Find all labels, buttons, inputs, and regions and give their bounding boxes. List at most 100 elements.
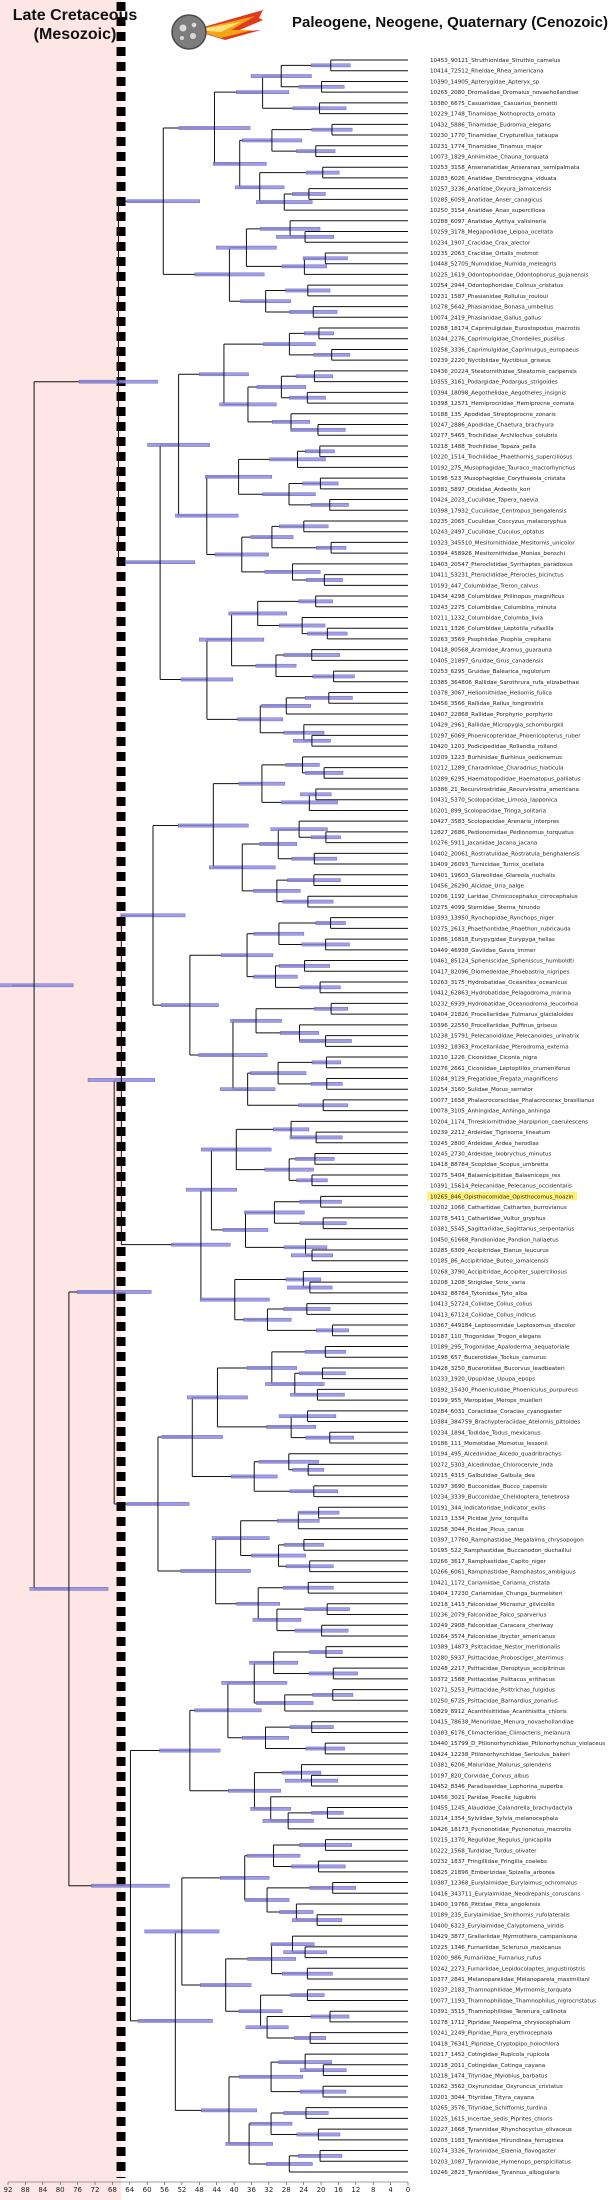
leaf-label: 10400_6323_Eurylaimidae_Calyptomena_viri… (430, 1923, 564, 1929)
leaf-label: 10412_62863_Hydrobatidae_Pelagodroma_mar… (430, 991, 571, 997)
leaf-label: 10404_17230_Cariamidae_Chunga_burmeister… (430, 1591, 563, 1597)
leaf-label: 10242_2273_Furnariidae_Lepidocolaptes_an… (430, 1966, 585, 1972)
leaf-label: 10247_2886_Apodidae_Chaetura_brachyura (430, 423, 554, 429)
leaf-label: 10192_275_Musophagidae_Tauraco_macrorhyn… (430, 465, 575, 471)
leaf-label: 10391_3515_Thamnophilidae_Terenura_calli… (430, 2009, 566, 2015)
leaf-label: 10250_3154_Anatidae_Anas_superciliosa (430, 208, 545, 214)
leaf-label: 10274_3326_Tyrannidae_Elaenia_flavogaste… (430, 2149, 557, 2155)
x-tick-label: 92 (4, 2186, 13, 2194)
leaf-label: 10285_6059_Anatidae_Anser_canagicus (430, 197, 542, 203)
leaf-label: 10381_6206_Maluridae_Malurus_splendens (430, 1763, 552, 1769)
leaf-label: 10413_52724_Coliidae_Colius_colius (430, 1302, 532, 1308)
leaf-label: 10222_1568_Turdidae_Turdus_olivater (430, 1848, 537, 1854)
x-tick-label: 12 (351, 2186, 360, 2194)
leaf-label: 10196_523_Musophagidae_Corythaeola_crist… (430, 476, 565, 482)
leaf-label: 10239_2212_Ardeidae_Tigrisoma_lineatum (430, 1130, 550, 1136)
leaf-label: 10191_344_Indicatoridae_Indicator_exilis (430, 1505, 545, 1511)
leaf-label: 10234_1907_Cracidae_Crax_alector (430, 240, 531, 246)
leaf-label: 10394_458926_Mesitornithidae_Monias_bens… (430, 551, 565, 557)
leaf-label: 10280_5937_Psittacidae_Probosciger_aterr… (430, 1655, 564, 1661)
leaf-label: 12827_2686_Pedionomidae_Pedionomus_torqu… (430, 830, 574, 836)
leaf-label: 10392_15430_Phoeniculidae_Phoeniculus_pu… (430, 1387, 578, 1393)
highlighted-taxon-background (427, 1191, 577, 1201)
leaf-label: 10231_1774_Tinamidae_Tinamus_major (430, 144, 543, 150)
leaf-label: 10381_5545_Sagittariidae_Sagittarius_ser… (430, 1227, 574, 1233)
leaf-label: 10400_19766_Pittidae_Pitta_angolensis (430, 1902, 541, 1908)
leaf-label: 10434_4298_Columbidae_Ptilinopus_magnifi… (430, 594, 564, 600)
leaf-label: 10253_6295_Gruidae_Balearica_regulorum (430, 669, 550, 675)
x-tick-label: 0 (406, 2186, 410, 2194)
leaf-label: 10461_85124_Spheniscidae_Spheniscus_humb… (430, 959, 574, 965)
leaf-label: 10211_1232_Columbidae_Columba_livia (430, 615, 543, 621)
x-tick-label: 76 (73, 2186, 82, 2194)
leaf-label: 10244_2276_Caprimulgidae_Chordeiles_pusi… (430, 337, 565, 343)
leaf-label: 10413_67124_Coliidae_Colius_indicus (430, 1312, 536, 1318)
leaf-label: 10452_8346_Paradisaeidae_Lophorina_super… (430, 1784, 563, 1790)
leaf-label: 10398_12571_Hemiprocnidae_Hemiprocne_com… (430, 401, 574, 407)
leaf-label: 10266_6061_Ramphastidae_Ramphastos_ambig… (430, 1570, 576, 1576)
leaf-label: 10432_88784_Tytonidae_Tyto_alba (430, 1291, 527, 1297)
leaf-label: 10263_3569_Psophiidae_Psophia_crepitans (430, 637, 551, 643)
leaf-label: 10237_2183_Thamnophilidae_Myrmornis_torq… (430, 1988, 572, 1994)
leaf-label: 10232_6939_Hydrobatidae_Oceanodroma_leuc… (430, 1001, 578, 1007)
leaf-label: 10073_1829_Anhimidae_Chauna_torquata (430, 154, 548, 160)
leaf-label: 10449_46938_Gaviidae_Gavia_immer (430, 948, 536, 954)
leaf-label: 10194_495_Alcedinidae_Alcedo_quadribrach… (430, 1452, 561, 1458)
leaf-label: 10265_3576_Tityridae_Schiffornis_turdina (430, 2106, 547, 2112)
x-tick-label: 64 (125, 2186, 134, 2194)
leaf-label: 10275_5404_Balaenicipitidae_Balaeniceps_… (430, 1173, 561, 1179)
x-tick-label: 60 (143, 2186, 152, 2194)
leaf-label: 10231_1587_Phasianidae_Rollulus_rouloul (430, 294, 548, 300)
leaf-label: 10208_1208_Strigidae_Strix_varia (430, 1280, 525, 1286)
leaf-label: 10829_8912_Acanthisittidae_Acanthisitta_… (430, 1709, 567, 1715)
mesozoic-title-line1: Late Cretaceous (12, 7, 138, 24)
leaf-label: 10272_5303_Alcedinidae_Chloroceryle_inda (430, 1462, 553, 1468)
leaf-label: 10417_82096_Diomedeidae_Phoebastria_nigr… (430, 969, 570, 975)
leaf-label: 10448_52705_Numididae_Numida_meleagris (430, 262, 556, 268)
x-tick-label: 36 (247, 2186, 256, 2194)
leaf-label: 10391_15614_Pelecanidae_Pelecanus_occide… (430, 1184, 572, 1190)
leaf-label: 10424_2023_Cuculidae_Tapera_naevia (430, 498, 538, 504)
leaf-label: 10212_1289_Charadriidae_Charadrius_hiati… (430, 766, 564, 772)
x-tick-label: 80 (56, 2186, 65, 2194)
leaf-label: 10245_2800_Ardeidae_Ardea_herodias (430, 1141, 539, 1147)
leaf-label: 10275_2613_Phaethontidae_Phaethon_rubric… (430, 926, 571, 932)
leaf-label: 10440_15799_D_Ptilonorhynchidae_Ptilonor… (430, 1741, 605, 1747)
leaf-label: 10418_76341_Pipridae_Cryptopipo_holochlo… (430, 2041, 559, 2047)
x-tick-label: 48 (195, 2186, 204, 2194)
leaf-label: 10456_3566_Rallidae_Rallus_longirostris (430, 701, 543, 707)
leaf-label: 10225_1346_Furnariidae_Sclerurus_mexican… (430, 1945, 561, 1951)
leaf-label: 10264_3574_Falconidae_Ibycter_americanus (430, 1634, 555, 1640)
leaf-label: 10378_3067_Heliornithidae_Heliornis_fuli… (430, 691, 552, 697)
leaf-label: 10284_9129_Fregatidae_Fregata_magnificen… (430, 1076, 558, 1082)
leaf-label: 10077_1658_Phalacrocoracidae_Phalacrocor… (430, 1098, 594, 1104)
leaf-label: 10297_6069_Phoenicopteridae_Phoenicopter… (430, 733, 581, 739)
leaf-label: 10074_2419_Phasianidae_Gallus_gallus (430, 315, 541, 321)
leaf-label: 10405_21897_Gruidae_Grus_canadensis (430, 658, 544, 664)
leaf-label: 10258_3044_Picidae_Picus_canus (430, 1527, 524, 1533)
leaf-label: 10456_3021_Paridae_Poecile_lugubris (430, 1795, 536, 1801)
leaf-label: 10285_6309_Accipitridae_Elanus_leucurus (430, 1248, 549, 1254)
x-tick-label: 16 (334, 2186, 343, 2194)
leaf-label: 10234_1894_Todidae_Todus_mexicanus (430, 1430, 541, 1436)
leaf-label: 10403_20547_Pteroclididae_Syrrhaptes_par… (430, 562, 573, 568)
leaf-label: 10278_5642_Phasianidae_Bonasa_umbellus (430, 305, 553, 311)
leaf-label: 10195_522_Ramphastidae_Buccanodon_duchai… (430, 1548, 572, 1554)
leaf-label: 10225_1615_Incertae_sedis_Piprites_chlor… (430, 2116, 553, 2122)
leaf-label: 10193_447_Columbidae_Treron_calvus (430, 583, 538, 589)
leaf-label: 10432_5886_Tinamidae_Eudromia_elegans (430, 122, 551, 128)
leaf-label: 10200_986_Furnariidae_Furnarius_rufus (430, 1956, 541, 1962)
leaf-label: 10283_6026_Anatidae_Dendrocygna_viduata (430, 176, 557, 182)
x-tick-label: 88 (21, 2186, 30, 2194)
leaf-label: 10206_1192_Laridae_Chroicocephalus_cirro… (430, 894, 578, 900)
leaf-label: 10386_16818_Eurypygidae_Eurypyga_helias (430, 937, 555, 943)
leaf-label: 10258_3336_Caprimulgidae_Caprimulgus_eur… (430, 347, 579, 353)
leaf-label: 10254_2944_Odontophoridae_Colinus_crista… (430, 283, 563, 289)
leaf-label: 10246_2823_Tyrannidae_Tyrannus_albogular… (430, 2170, 560, 2176)
leaf-label: 10289_6295_Haematopodidae_Haematopus_pal… (430, 776, 581, 782)
leaf-label: 10189_235_Eurylaimidae_Smithornis_rufola… (430, 1913, 570, 1919)
leaf-label: 10229_1748_Tinamidae_Nothoprocta_ornata (430, 112, 555, 118)
leaf-label: 10297_3690_Bucconidae_Bucco_capensis (430, 1484, 547, 1490)
